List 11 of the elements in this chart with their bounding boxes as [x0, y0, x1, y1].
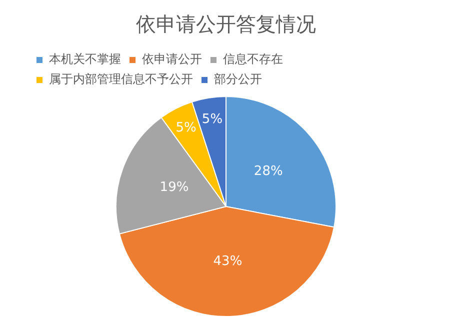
legend-label: 部分公开 [214, 72, 262, 86]
data-label: 43% [213, 254, 242, 269]
legend-label: 属于内部管理信息不予公开 [49, 72, 193, 86]
data-label: 5% [202, 112, 223, 127]
chart-title: 依申请公开答复情况 [136, 12, 316, 36]
data-label: 28% [254, 164, 283, 179]
data-label: 19% [160, 180, 189, 196]
data-label: 5% [176, 120, 196, 136]
legend-label: 依申请公开 [142, 52, 202, 66]
legend-label: 本机关不掌握 [49, 52, 121, 66]
legend-label: 信息不存在 [223, 52, 283, 66]
